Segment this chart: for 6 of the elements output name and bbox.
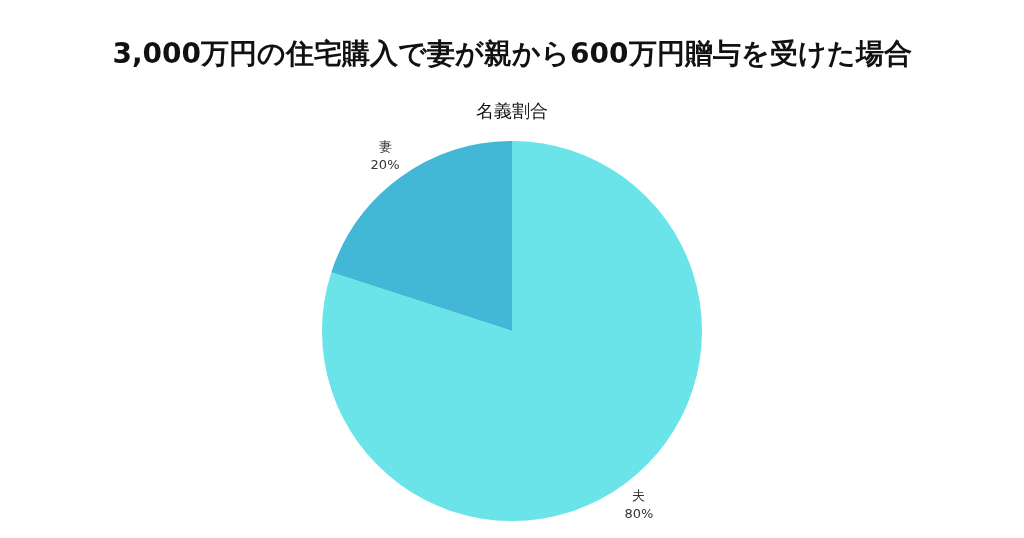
data-label: 80% — [624, 506, 654, 522]
data-label: 20% — [370, 156, 400, 172]
chart-subtitle: 名義割合 — [476, 99, 548, 121]
slice-label: 夫 — [632, 488, 646, 504]
slice-label: 妻 — [378, 138, 392, 154]
chart-title: 3,000万円の住宅購入で妻が親から600万円贈与を受けた場合 — [112, 37, 912, 71]
